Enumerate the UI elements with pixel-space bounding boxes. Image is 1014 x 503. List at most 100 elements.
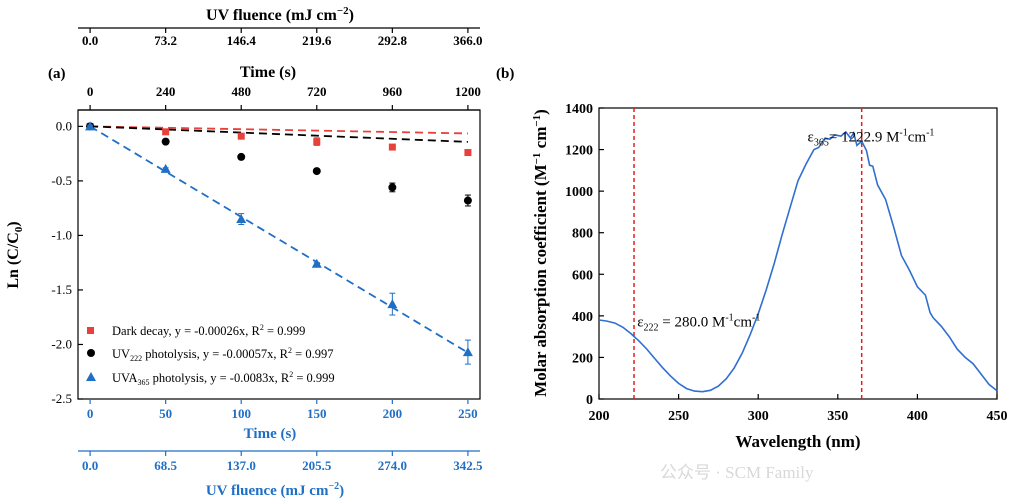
bottom-time-ticks: 0 50 100 150 200 250 [87,399,478,421]
y-tick-label: -2.5 [51,391,72,406]
y-tick-label: -0.5 [51,173,72,188]
top-time-tick-label: 1200 [455,84,481,99]
b-x-tick-label: 350 [827,409,848,424]
data-point-triangle [85,121,96,131]
reference-lines [633,108,863,399]
b-y-tick-label: 400 [572,310,593,325]
ann365-sup1: -1 [899,127,907,138]
bottom-fluence-title-main: UV fluence (mJ cm [206,483,329,499]
legend-marker-uv222 [87,349,95,357]
ann222-sub: 222 [644,322,659,333]
bottom-time-tick-label: 150 [307,406,327,421]
data-point-square [313,138,321,146]
bottom-fluence-tick-label: 342.5 [453,458,483,473]
data-point-circle [237,152,246,161]
legend-uv222-name: UV [112,347,130,361]
y-tick-label: -1.5 [51,282,72,297]
top-time-tick-label: 0 [87,84,94,99]
b-ytitle-end: ) [531,109,550,115]
plot-a-frame [77,109,481,400]
data-point-square [237,132,245,140]
data-point-circle [388,183,397,192]
legend: Dark decay, y = -0.00026x, R2 = 0.999 UV… [86,323,335,387]
top-fluence-tick-label: 366.0 [453,33,482,48]
data-point-triangle [387,299,398,309]
watermark: 公众号 · SCM Family [660,463,814,482]
fit-line [90,125,468,143]
top-fluence-axis-title: UV fluence (mJ cm−2) [206,5,354,24]
data-point-circle [161,137,170,146]
bottom-time-tick-label: 50 [159,406,172,421]
b-y-tick-label: 1400 [565,102,593,117]
legend-dark-eq: , y = -0.00026x, R [168,324,260,338]
ann365-sup2: -1 [926,127,934,138]
b-ytitle-main: Molar absorption coefficient (M [531,164,550,396]
ann222-sup1: -1 [725,312,733,323]
bottom-fluence-ticks: 0.0 68.5 137.0 205.5 274.0 342.5 [82,451,483,473]
plot-b-y-ticks: 0 200 400 600 800 1000 1200 1400 [565,102,604,408]
fit-lines [89,125,469,354]
plot-b-y-axis-title: Molar absorption coefficient (M−1 cm−1) [531,109,550,397]
annotation-eps365: ε365= 1222.9 M-1cm-1 [808,127,935,148]
b-ytitle-sup2: −1 [531,115,543,127]
data-point-circle [312,167,321,176]
b-ytitle-sup1: −1 [531,153,543,165]
plot-a-y-axis-title: Ln (C/C0) [5,221,25,288]
plot-a-y-ticks: 0.0 -0.5 -1.0 -1.5 -2.0 -2.5 [51,118,83,406]
ann222-sup2: -1 [752,312,760,323]
data-point-circle [463,196,472,205]
b-y-tick-label: 1200 [565,144,593,159]
y-title-main: Ln (C/C [5,232,22,288]
b-x-tick-label: 250 [668,409,689,424]
y-title-sub: 0 [13,226,25,232]
legend-uv222-sub: 222 [130,354,142,363]
bottom-time-tick-label: 250 [458,406,478,421]
data-point-square [388,143,396,151]
bottom-time-tick-label: 100 [231,406,251,421]
ann365-eps: ε [808,129,814,145]
plot-b-x-ticks: 200 250 300 350 400 450 [589,394,1008,424]
top-fluence-tick-label: 0.0 [82,33,98,48]
bottom-time-tick-label: 200 [383,406,403,421]
top-fluence-title-main: UV fluence (mJ cm [206,7,337,24]
top-time-axis-title: Time (s) [240,64,296,81]
top-fluence-tick-label: 292.8 [378,33,408,48]
y-tick-label: 0.0 [56,118,72,133]
bottom-fluence-tick-label: 274.0 [378,458,407,473]
data-point-triangle [236,214,247,224]
absorption-spectrum-line [598,130,998,393]
data-point-triangle [311,258,322,268]
top-fluence-tick-label: 73.2 [154,33,177,48]
top-fluence-tick-label: 146.4 [227,33,257,48]
y-title-end: ) [5,221,22,226]
b-x-tick-label: 450 [987,409,1008,424]
top-time-tick-label: 240 [156,84,176,99]
ann222-unit: cm [734,314,753,330]
plot-b-x-axis-title: Wavelength (nm) [735,432,860,451]
y-tick-label: -1.0 [51,227,72,242]
bottom-fluence-tick-label: 137.0 [227,458,256,473]
y-tick-label: -2.0 [51,336,72,351]
panel-b-label: (b) [496,66,514,82]
bottom-fluence-title-sup: −2 [328,481,339,492]
top-fluence-ticks: 0.0 73.2 146.4 219.6 292.8 366.0 [82,28,483,48]
legend-entry-dark: Dark decay, y = -0.00026x, R2 = 0.999 [112,323,305,338]
legend-dark-name: Dark decay [112,324,170,338]
legend-uv222-eq: photolysis, y = -0.00057x, R [142,347,289,361]
ann222-eps: ε [637,314,643,330]
top-time-tick-label: 480 [231,84,251,99]
top-fluence-tick-label: 219.6 [302,33,332,48]
bottom-fluence-axis-title: UV fluence (mJ cm−2) [206,481,344,499]
top-fluence-title-end: ) [349,7,354,24]
panel-a: (a) UV fluence (mJ cm−2) 0.0 73.2 146.4 219… [5,5,483,499]
annotation-eps222: ε222 = 280.0 M-1cm-1 [637,312,760,333]
legend-uv222-r2: = 0.997 [292,347,333,361]
legend-entry-uva365: UVA365 photolysis, y = -0.0083x, R2 = 0.… [112,370,335,387]
bottom-fluence-title-end: ) [339,483,344,499]
data-point-square [464,149,472,157]
bottom-fluence-tick-label: 205.5 [302,458,332,473]
bottom-fluence-tick-label: 68.5 [154,458,177,473]
legend-uva365-sub: 365 [137,378,149,387]
bottom-fluence-tick-label: 0.0 [82,458,98,473]
